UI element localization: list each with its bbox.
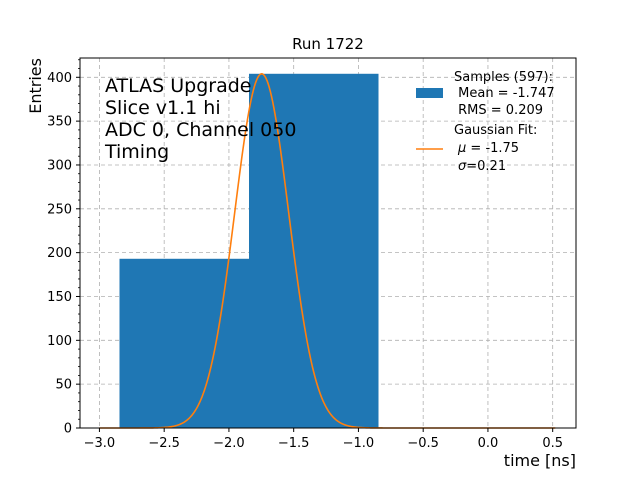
y-tick-label: 350 [47,115,72,130]
y-tick-label: 400 [47,71,72,86]
chart-title: Run 1722 [292,35,364,53]
x-tick-label: −3.0 [84,436,116,451]
y-tick-label: 0 [64,422,72,437]
legend-samples-title: Samples (597): [454,70,553,85]
legend-swatch-samples [416,88,443,98]
legend-fit-mu: μ = -1.75 [457,141,519,156]
legend: Samples (597): Mean = -1.747 RMS = 0.209… [416,70,555,174]
x-tick-label: −1.5 [278,436,310,451]
axis-ticks: −3.0 −2.5 −2.0 −1.5 −1.0 −0.5 0.0 0.5 0 50 100 150 2… [47,59,563,451]
plot-frame [79,57,577,429]
x-tick-label: −1.0 [343,436,375,451]
legend-samples-mean: Mean = -1.747 [454,86,555,101]
y-tick-label: 300 [47,158,72,173]
legend-fit-title: Gaussian Fit: [454,123,537,138]
x-tick-label: −2.5 [148,436,180,451]
x-tick-label: −0.5 [407,436,439,451]
x-tick-label: 0.0 [478,436,499,451]
x-tick-label: −2.0 [213,436,245,451]
annotation-line-3: ADC 0, Channel 050 [105,119,296,141]
annotation-line-1: ATLAS Upgrade [105,75,251,97]
y-axis-label: Entries [26,58,45,114]
y-tick-label: 250 [47,202,72,217]
y-tick-label: 50 [55,378,72,393]
legend-fit-mu-value: = -1.75 [466,141,519,156]
y-tick-label: 200 [47,246,72,261]
annotation-line-4: Timing [104,141,169,163]
legend-fit-mu-symbol: μ [457,141,466,156]
annotation-block: ATLAS Upgrade Slice v1.1 hi ADC 0, Chann… [104,75,296,163]
y-tick-label: 150 [47,290,72,305]
x-tick-label: 0.5 [542,436,563,451]
legend-fit-sigma-symbol: σ [458,159,467,174]
annotation-line-2: Slice v1.1 hi [105,97,221,119]
histogram-bar-1 [119,258,250,428]
y-tick-label: 100 [47,334,72,349]
x-axis-label: time [ns] [504,451,576,470]
legend-fit-sigma-value: =0.21 [466,159,506,174]
legend-fit-sigma: σ=0.21 [458,159,506,174]
legend-samples-rms: RMS = 0.209 [454,103,543,118]
